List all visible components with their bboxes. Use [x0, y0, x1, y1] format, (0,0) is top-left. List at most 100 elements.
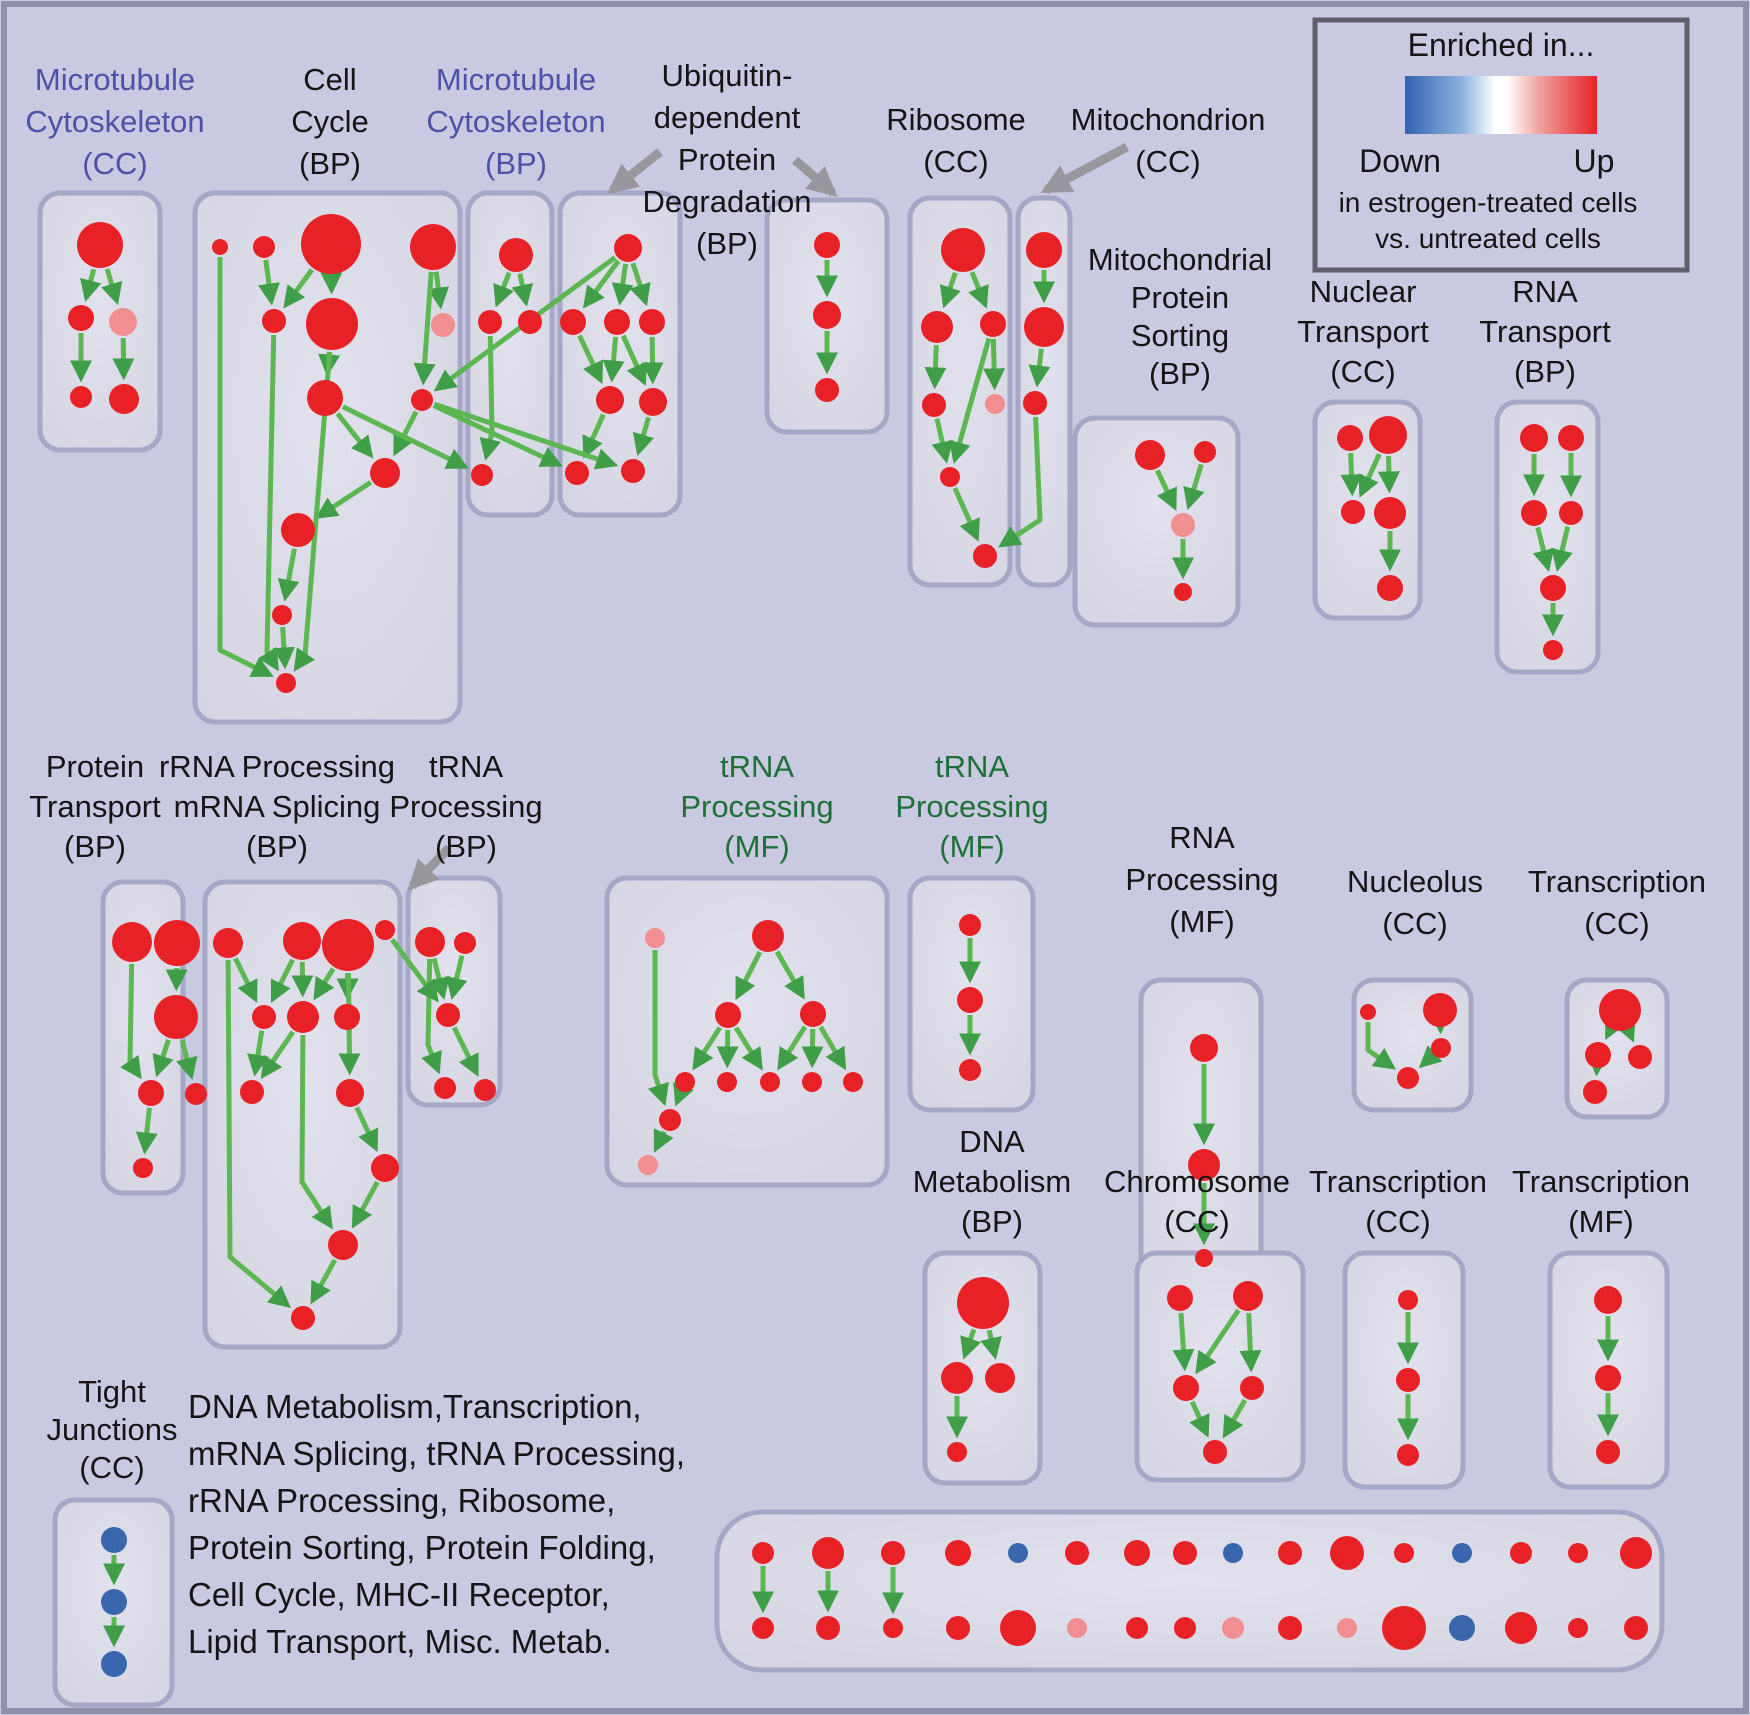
transcription-cc-bottom-node-1 — [1396, 1368, 1420, 1392]
protein-transport-bp-node-1 — [154, 920, 200, 966]
misc-clusters-node-7 — [946, 1616, 970, 1640]
rrna-processing-mrna-splicing-bp-node-4 — [252, 1005, 276, 1029]
chromosome-cc-edge-0 — [1172, 1312, 1195, 1372]
summary-text-line-0: DNA Metabolism,Transcription, — [188, 1388, 642, 1425]
trna-processing-mf-1-edge-7 — [818, 1025, 847, 1071]
mitochondrial-protein-sorting-bp-node-0 — [1135, 440, 1165, 470]
cluster-label-line: Transport — [1479, 314, 1611, 349]
annotation-arrow-2 — [1040, 143, 1130, 194]
cell-cycle-bp-node-5 — [306, 298, 358, 350]
trna-processing-mf-1-node-9 — [659, 1109, 681, 1131]
cluster-label-line: Sorting — [1131, 318, 1229, 353]
ribosome-cc-edge-3 — [983, 338, 1006, 391]
annotation-arrow-3 — [407, 844, 453, 891]
rrna-processing-mrna-splicing-bp-edge-9 — [351, 1180, 380, 1229]
ubiquitin-degradation-bp-node-6 — [565, 461, 589, 485]
microtubule-cytoskeleton-bp-edge-0 — [493, 271, 514, 308]
misc-clusters-node-1 — [752, 1617, 774, 1639]
ubiquitin-degradation-bp-edge-4 — [602, 336, 625, 383]
mitochondrial-protein-sorting-bp-node-3 — [1174, 583, 1192, 601]
cell-cycle-bp-node-3 — [410, 224, 456, 270]
rna-transport-bp-node-3 — [1559, 501, 1583, 525]
trna-processing-mf-2-node-0 — [959, 914, 981, 936]
cluster-label-microtubule-cytoskeleton-cc: Microtubule Cytoskeleton (CC) — [25, 62, 204, 181]
nuclear-transport-cc-node-2 — [1341, 500, 1365, 524]
trna-processing-mf-1-edge-2 — [692, 1026, 723, 1071]
cluster-label-mitochondrion-cc: Mitochondrion (CC) — [1071, 102, 1266, 179]
node-layer — [68, 214, 1652, 1677]
trna-processing-mf-1-edge-1 — [774, 950, 805, 1000]
rrna-processing-mrna-splicing-bp-edge-3 — [313, 967, 336, 1001]
cluster-label-line: (MF) — [1568, 1204, 1633, 1239]
cell-cycle-bp-node-4 — [262, 309, 286, 333]
trna-processing-mf-1-edge-6 — [801, 1028, 824, 1069]
microtubule-cytoskeleton-cc-edge-0 — [80, 268, 102, 302]
cluster-label-line: Microtubule — [35, 62, 195, 97]
cluster-label-line: Mitochondrial — [1088, 242, 1272, 277]
ribosome-cc-node-5 — [940, 467, 960, 487]
ribosome-cc-edge-6 — [952, 486, 980, 542]
trna-processing-mf-1-node-4 — [675, 1072, 695, 1092]
legend: Enriched in... Down Up in estrogen-treated … — [1312, 17, 1690, 273]
cluster-label-line: (BP) — [1514, 354, 1576, 389]
cluster-label-line: Transcription — [1528, 864, 1706, 899]
chromosome-cc-edge-2 — [1239, 1312, 1262, 1373]
rna-transport-bp-node-2 — [1521, 500, 1547, 526]
misc-clusters-node-8-blue — [1008, 1543, 1028, 1563]
cell-cycle-bp-node-2 — [301, 214, 361, 274]
trna-processing-mf-1-node-5 — [717, 1072, 737, 1092]
misc-clusters-node-25-blue — [1449, 1615, 1475, 1641]
ribosome-cc-edge-5 — [949, 337, 992, 464]
protein-transport-bp-edge-3 — [176, 1039, 198, 1080]
cluster-label-rrnaprocessing-mrnasplicing-bp: rRNA Processing mRNA Splicing (BP) — [159, 749, 395, 864]
ubiquitin-degradation-bp-node-0 — [614, 234, 642, 262]
cluster-label-line: tRNA — [720, 749, 794, 784]
rna-processing-mf-box — [1138, 977, 1264, 1293]
misc-clusters-node-15 — [1174, 1617, 1196, 1639]
cluster-label-line: (CC) — [923, 144, 988, 179]
misc-clusters-node-16-blue — [1223, 1543, 1243, 1563]
cluster-label-line: Tight — [78, 1374, 146, 1409]
cluster-label-line: RNA — [1169, 820, 1235, 855]
transcription-cc-bottom-node-2 — [1397, 1444, 1419, 1466]
misc-clusters-node-21-pink — [1337, 1618, 1357, 1638]
microtubule-cytoskeleton-cc-node-2-pink — [109, 308, 137, 336]
ubiquitin-degradation-bp-2-node-0 — [814, 232, 840, 258]
mitochondrion-cc-edge-1 — [1028, 348, 1051, 388]
trna-processing-mf-1-edge-8 — [647, 950, 669, 1107]
cell-cycle-bp-edge-9 — [277, 548, 300, 602]
cell-cycle-bp-node-9 — [370, 458, 400, 488]
trna-processing-mf-2-node-1 — [957, 987, 983, 1013]
nucleolus-cc-edge-2 — [1418, 1045, 1443, 1069]
nucleolus-cc-edge-0 — [1365, 1022, 1397, 1070]
ribosome-cc-node-4-pink — [985, 394, 1005, 414]
cell-cycle-bp-edge-6 — [335, 412, 374, 459]
legend-subtitle-1: in estrogen-treated cells — [1339, 187, 1638, 218]
cluster-label-line: (CC) — [1584, 906, 1649, 941]
chromosome-cc-edge-1 — [1195, 1308, 1241, 1375]
rna-transport-bp-node-1 — [1558, 425, 1584, 451]
misc-clusters-node-28 — [1568, 1543, 1588, 1563]
transcription-mf-node-0 — [1594, 1286, 1622, 1314]
protein-transport-bp-node-2 — [154, 995, 198, 1039]
misc-clusters-node-22 — [1394, 1543, 1414, 1563]
cluster-label-line: Cytoskeleton — [426, 104, 605, 139]
annotation-arrow-0 — [607, 148, 663, 194]
transcription-mf-node-1 — [1595, 1365, 1621, 1391]
rna-processing-mf-node-2 — [1195, 1249, 1213, 1267]
cell-cycle-bp-edge-3 — [427, 271, 450, 310]
ribosome-cc-node-6 — [973, 544, 997, 568]
cluster-label-line: Metabolism — [913, 1164, 1072, 1199]
misc-clusters-node-20 — [1330, 1536, 1364, 1570]
cluster-label-line: (BP) — [1149, 356, 1211, 391]
cross-link-4 — [998, 416, 1043, 548]
dna-metabolism-bp-node-0 — [957, 1277, 1009, 1329]
ubiquitin-degradation-bp-node-5 — [639, 388, 667, 416]
legend-down-label: Down — [1359, 143, 1441, 179]
cross-link-2 — [433, 401, 619, 470]
ribosome-cc-node-1 — [921, 311, 953, 343]
misc-clusters-box — [714, 1509, 1665, 1673]
cluster-label-line: RNA — [1512, 274, 1578, 309]
cluster-label-trna-processing-bp: tRNA Processing (BP) — [389, 749, 542, 864]
dna-metabolism-bp-edge-0 — [960, 1328, 982, 1360]
